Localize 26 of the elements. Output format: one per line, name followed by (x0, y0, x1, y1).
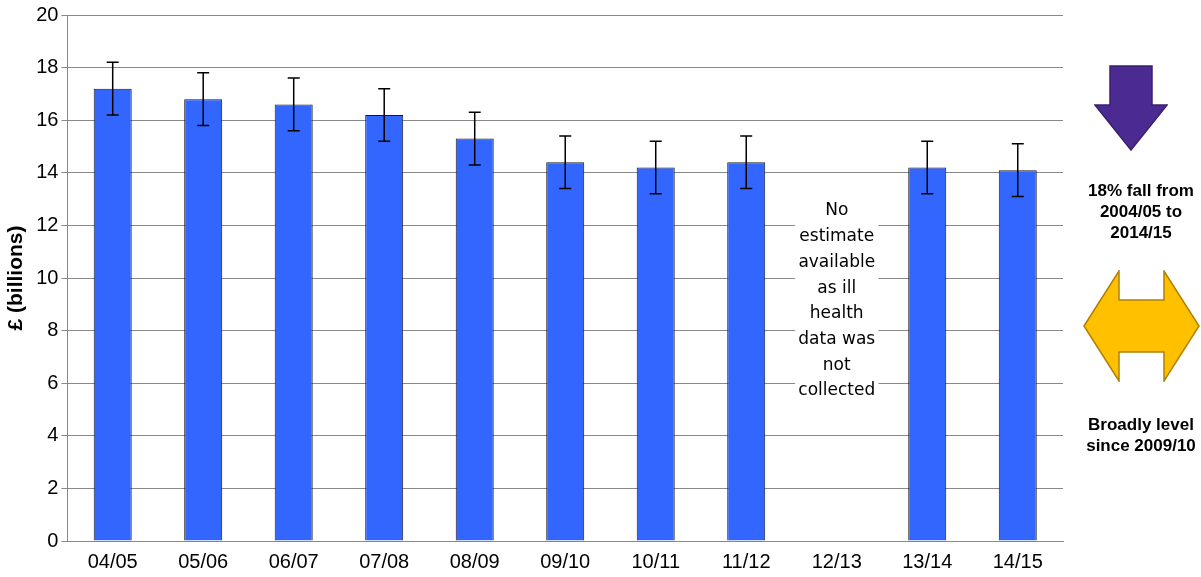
y-tick-label: 16 (36, 107, 59, 130)
y-tick-label: 4 (47, 423, 59, 446)
x-tick-label: 04/05 (87, 549, 138, 572)
x-tick-label: 14/15 (992, 549, 1043, 572)
text: Broadly level since 2009/10 (1086, 414, 1196, 456)
annotation: No estimate available as ill health data was not collected (798, 199, 876, 400)
y-tick-label: 2 (47, 475, 59, 498)
x-tick-label: 05/06 (178, 549, 229, 572)
y-axis-title: £ (billions) (3, 225, 27, 331)
y-tick-label: 0 (47, 528, 59, 551)
y-tick-label: 10 (36, 265, 59, 288)
x-tick-label: 07/08 (359, 549, 410, 572)
y-tick-label: 20 (36, 2, 59, 25)
x-tick-label: 08/09 (449, 549, 500, 572)
y-tick-label: 14 (36, 160, 59, 183)
y-tick-label: 6 (47, 370, 59, 393)
y-tick-label: 18 (36, 55, 59, 78)
x-tick-label: 13/14 (902, 549, 953, 572)
x-tick-label: 10/11 (631, 549, 681, 572)
y-tick-label: 12 (36, 212, 59, 235)
text: 18% fall from 2004/05 to 2014/15 (1087, 180, 1195, 243)
x-tick-label: 12/13 (811, 549, 862, 572)
x-tick-label: 06/07 (268, 549, 319, 572)
x-tick-label: 11/12 (721, 549, 771, 572)
x-tick-label: 09/10 (540, 549, 591, 572)
y-tick-label: 8 (47, 318, 59, 341)
